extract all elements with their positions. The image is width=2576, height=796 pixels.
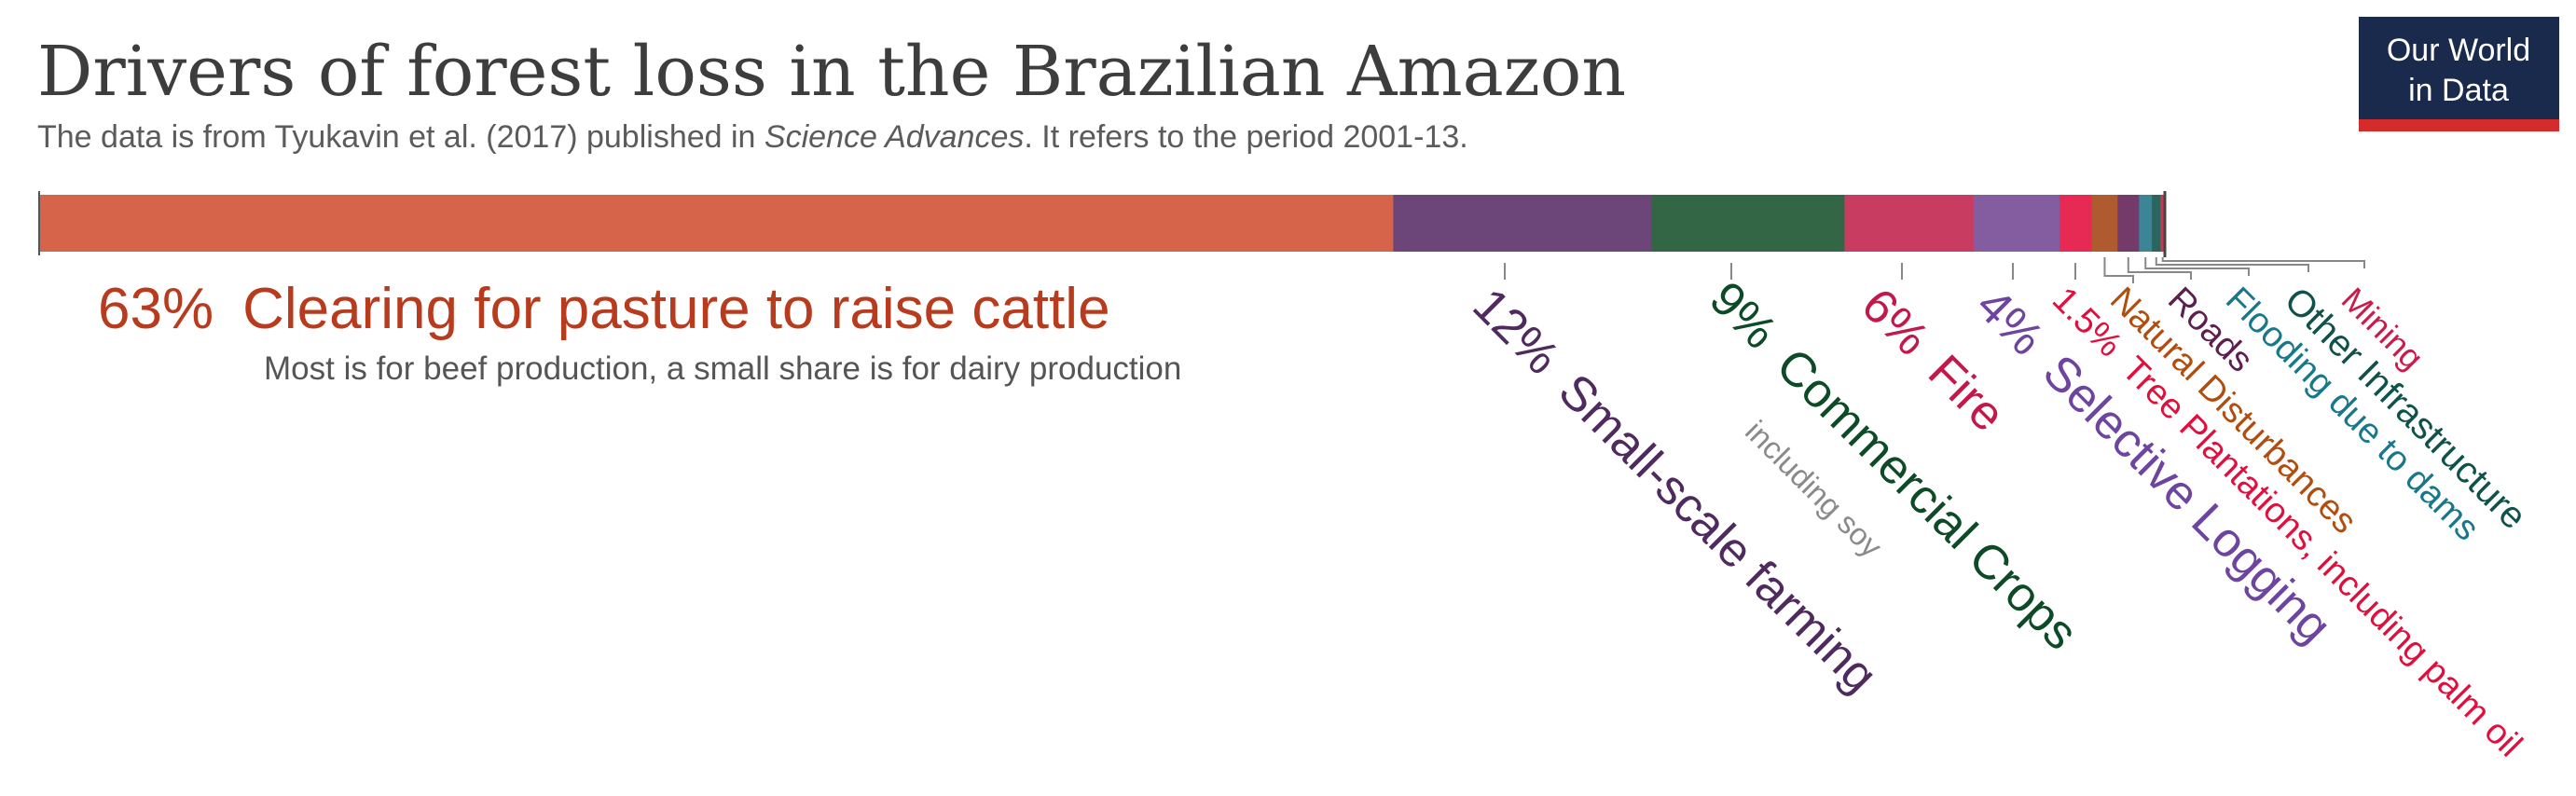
bar-segment-flooding-due-to-dams[interactable] [2139, 195, 2153, 252]
bar-segment-commercial-crops[interactable] [1651, 195, 1846, 252]
bar-segment-natural-disturbances[interactable] [2091, 195, 2118, 252]
logo-accent-bar [2359, 119, 2559, 131]
note-clearing-for-pasture-to-raise-cattle: Most is for beef production, a small sha… [264, 350, 1181, 387]
connector-natural-disturbances [2103, 257, 2134, 283]
label-connectors [1504, 257, 2365, 283]
connector-flooding-due-to-dams [2144, 257, 2250, 276]
bar-segment-fire[interactable] [1844, 195, 1975, 252]
subtitle-part-1: The data is from Tyukavin et al. (2017) … [37, 119, 765, 155]
bar-segment-clearing-for-pasture-to-raise-cattle[interactable] [39, 195, 1394, 252]
connector-roads [2127, 257, 2192, 280]
subtitle-journal: Science Advances [765, 119, 1024, 155]
chart-subtitle: The data is from Tyukavin et al. (2017) … [37, 119, 1468, 155]
stacked-bar [38, 191, 2167, 257]
owid-logo[interactable]: Our World in Data [2359, 17, 2559, 131]
bar-segment-selective-logging[interactable] [1973, 195, 2060, 252]
chart-title: Drivers of forest loss in the Brazilian … [37, 32, 1626, 112]
connector-mining [2161, 257, 2365, 268]
logo-line-1: Our World [2387, 33, 2530, 68]
bar-segment-small-scale-farming[interactable] [1393, 195, 1652, 252]
logo-line-2: in Data [2408, 73, 2509, 108]
label-clearing-for-pasture-to-raise-cattle: 63% Clearing for pasture to raise cattle [98, 277, 1110, 341]
bar-segment-roads[interactable] [2117, 195, 2140, 252]
bar-segment-other-infrastructure[interactable] [2152, 195, 2161, 252]
segment-labels: 63% Clearing for pasture to raise cattle… [98, 271, 2534, 764]
logo-background [2359, 17, 2559, 124]
connector-other-infrastructure [2155, 257, 2309, 272]
bar-segment-tree-plantations-including-palm-oil[interactable] [2059, 195, 2093, 252]
bar-segment-mining[interactable] [2160, 195, 2166, 252]
subtitle-part-3: . It refers to the period 2001-13. [1024, 119, 1467, 155]
